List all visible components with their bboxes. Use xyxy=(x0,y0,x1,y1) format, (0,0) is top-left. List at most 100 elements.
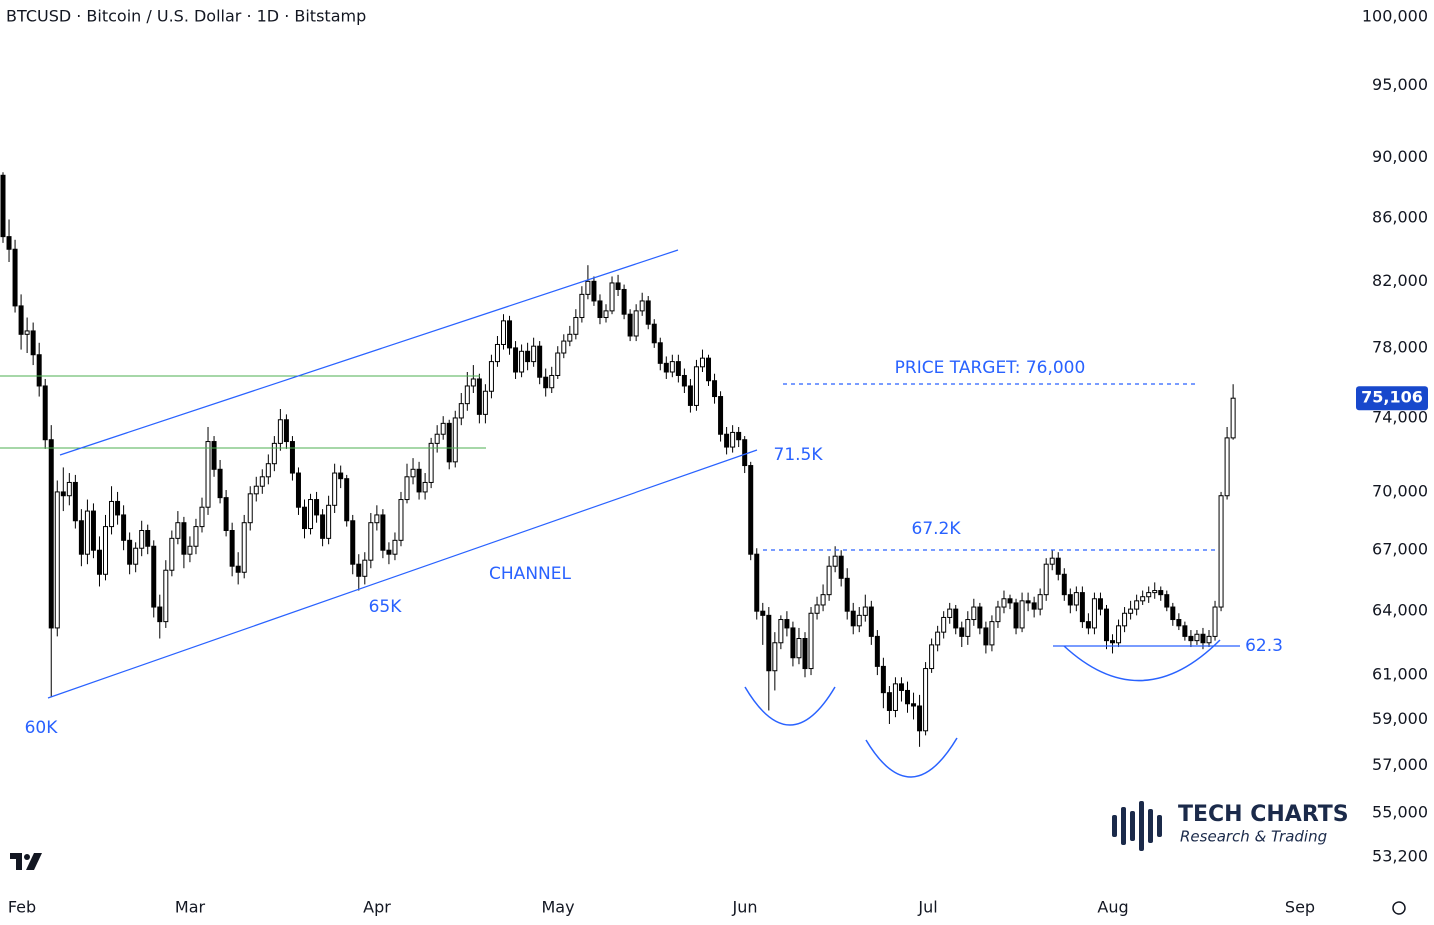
y-tick-label: 53,200 xyxy=(1372,847,1428,866)
candle-body xyxy=(724,433,730,448)
settings-icon[interactable] xyxy=(1392,901,1406,915)
candle-body xyxy=(808,612,814,670)
candle-body xyxy=(0,174,6,238)
candle-body xyxy=(706,357,712,382)
candle-body xyxy=(929,644,935,670)
x-tick-label: Aug xyxy=(1097,898,1128,917)
channel-upper xyxy=(59,249,679,456)
tv-mark xyxy=(24,854,30,860)
tv-logo xyxy=(10,853,42,870)
candle-body xyxy=(796,638,802,659)
candle-body xyxy=(24,330,30,335)
candle-body xyxy=(247,493,253,524)
candle-body xyxy=(36,354,42,387)
candle-body xyxy=(977,606,983,629)
candle-body xyxy=(1103,608,1109,642)
candle-body xyxy=(681,374,687,387)
candle-body xyxy=(1188,635,1194,642)
candle-body xyxy=(609,282,615,312)
candle-body xyxy=(452,417,458,463)
annotation: CHANNEL xyxy=(489,564,571,584)
candle-body xyxy=(440,422,446,435)
candle-body xyxy=(1134,600,1140,610)
candle-body xyxy=(989,621,995,646)
candle-body xyxy=(561,340,567,354)
candle-body xyxy=(543,376,549,389)
candle-body xyxy=(1049,557,1055,565)
candle-body xyxy=(380,514,386,551)
candle-body xyxy=(832,555,838,567)
candle-body xyxy=(639,300,645,312)
candle-body xyxy=(953,608,959,629)
candle-body xyxy=(585,280,591,295)
candle-body xyxy=(96,549,102,575)
logo-bar xyxy=(1112,815,1117,837)
settings-icon[interactable] xyxy=(1392,901,1406,915)
candle-body xyxy=(693,366,699,406)
candle-body xyxy=(772,642,778,672)
candle-body xyxy=(1224,437,1230,497)
candle-body xyxy=(109,500,115,528)
y-tick-label: 78,000 xyxy=(1372,337,1428,356)
candle-body xyxy=(223,497,229,532)
candle-body xyxy=(645,300,651,325)
logo-bar xyxy=(1148,809,1153,843)
annotation: 62.3 xyxy=(1245,636,1283,656)
candle-body xyxy=(555,352,561,376)
candle-body xyxy=(1073,592,1079,606)
candle-body xyxy=(1091,598,1097,629)
candle-body xyxy=(1158,590,1164,596)
candle-body xyxy=(289,441,295,474)
candle-body xyxy=(1013,602,1019,629)
candle-body xyxy=(898,683,904,691)
candle-body xyxy=(1194,633,1200,642)
candle-body xyxy=(911,703,917,707)
candle-body xyxy=(736,431,742,441)
candle-body xyxy=(995,606,1001,623)
candle-body xyxy=(826,565,832,596)
candle-body xyxy=(320,514,326,539)
candle-body xyxy=(229,530,235,567)
candle-body xyxy=(1170,606,1176,621)
candle-body xyxy=(1122,612,1128,627)
candle-body xyxy=(513,347,519,373)
candle-body xyxy=(965,619,971,637)
candle-body xyxy=(127,539,133,565)
candle-body xyxy=(621,288,627,315)
candle-body xyxy=(139,530,145,549)
candle-body xyxy=(838,555,844,579)
candle-body xyxy=(60,491,66,497)
candle-body xyxy=(959,627,965,637)
candle-body xyxy=(1031,602,1037,610)
candle-body xyxy=(350,520,356,565)
candle-body xyxy=(115,500,121,516)
candle-body xyxy=(151,545,157,608)
candle-body xyxy=(766,614,772,672)
logo-bar xyxy=(1139,801,1144,851)
candle-body xyxy=(1182,625,1188,637)
candle-body xyxy=(1206,635,1212,644)
candle-body xyxy=(1110,640,1116,644)
candle-body xyxy=(1097,598,1103,610)
y-tick-label: 59,000 xyxy=(1372,709,1428,728)
candle-body xyxy=(941,616,947,633)
candle-body xyxy=(344,478,350,522)
candle-body xyxy=(669,361,675,373)
candle-body xyxy=(356,563,362,577)
candle-body xyxy=(368,522,374,561)
candle-body xyxy=(525,350,531,363)
candle-body xyxy=(591,280,597,302)
candle-body xyxy=(133,547,139,565)
candle-body xyxy=(241,522,247,573)
candle-body xyxy=(410,468,416,478)
tv-mark xyxy=(10,853,22,870)
candle-body xyxy=(519,350,525,373)
y-tick-label: 82,000 xyxy=(1372,271,1428,290)
candle-body xyxy=(856,614,862,627)
candle-body xyxy=(386,549,392,555)
y-tick-label: 57,000 xyxy=(1372,755,1428,774)
candle-body xyxy=(428,442,434,483)
candle-body xyxy=(217,468,223,499)
candle-body xyxy=(1230,397,1236,439)
